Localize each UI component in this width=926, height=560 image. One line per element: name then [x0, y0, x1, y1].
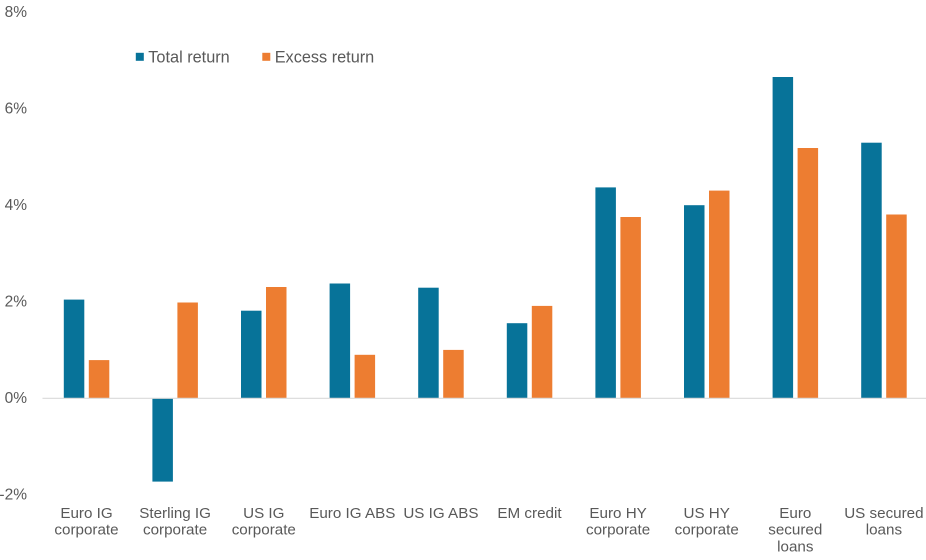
- svg-text:8%: 8%: [5, 4, 28, 21]
- svg-text:corporate: corporate: [586, 522, 650, 539]
- svg-text:4%: 4%: [5, 197, 28, 214]
- svg-text:corporate: corporate: [232, 522, 296, 539]
- svg-text:2%: 2%: [5, 294, 28, 311]
- svg-text:corporate: corporate: [143, 522, 207, 539]
- svg-text:Total return: Total return: [148, 48, 229, 66]
- svg-text:US IG ABS: US IG ABS: [403, 505, 478, 522]
- svg-text:0%: 0%: [5, 390, 28, 407]
- svg-text:6%: 6%: [5, 101, 28, 118]
- svg-text:US IG: US IG: [243, 505, 284, 522]
- svg-text:Euro IG ABS: Euro IG ABS: [309, 505, 395, 522]
- svg-text:US HY: US HY: [683, 505, 729, 522]
- svg-text:Sterling IG: Sterling IG: [139, 505, 211, 522]
- svg-text:loans: loans: [866, 522, 903, 539]
- svg-text:secured: secured: [768, 522, 822, 539]
- svg-text:EM credit: EM credit: [497, 505, 562, 522]
- svg-text:Euro HY: Euro HY: [589, 505, 646, 522]
- svg-text:Euro: Euro: [779, 505, 811, 522]
- svg-text:corporate: corporate: [675, 522, 739, 539]
- svg-text:corporate: corporate: [54, 522, 118, 539]
- svg-text:Euro IG: Euro IG: [60, 505, 112, 522]
- svg-text:-2%: -2%: [0, 486, 27, 503]
- svg-text:US secured: US secured: [844, 505, 923, 522]
- svg-text:loans: loans: [777, 538, 814, 555]
- svg-text:Excess return: Excess return: [275, 48, 375, 66]
